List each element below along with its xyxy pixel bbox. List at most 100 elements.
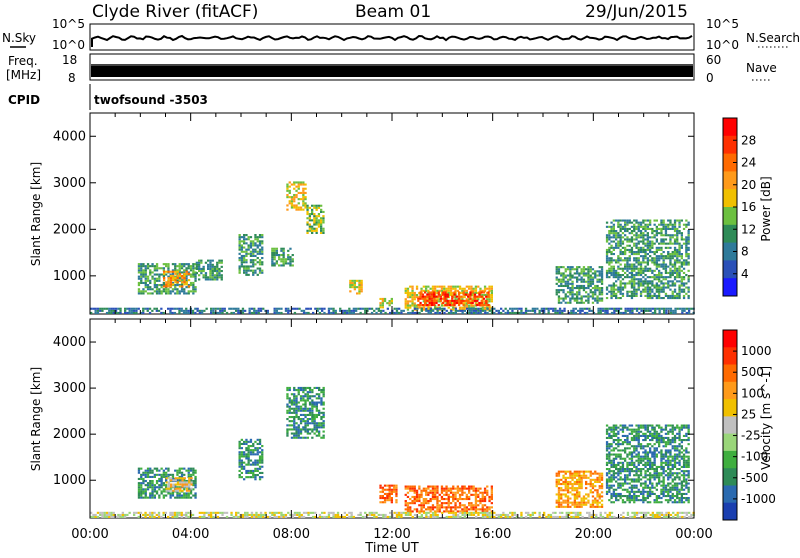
heatmap-cell [239,462,241,464]
heatmap-cell [567,279,569,281]
heatmap-cell [156,308,158,310]
heatmap-cell [613,272,615,274]
heatmap-cell [379,495,381,497]
heatmap-cell [295,406,297,408]
heatmap-cell [304,408,306,410]
heatmap-cell [558,270,560,272]
heatmap-cell [409,307,411,309]
heatmap-cell [615,230,617,232]
heatmap-cell [638,456,640,458]
heatmap-cell [420,492,422,494]
heatmap-cell [654,236,656,238]
heatmap-cell [287,254,289,256]
heatmap-cell [604,308,606,310]
heatmap-cell [656,285,658,287]
heatmap-cell [151,497,153,499]
heatmap-cell [624,224,626,226]
heatmap-cell [138,267,140,269]
heatmap-cell [154,280,156,282]
heatmap-cell [320,224,322,226]
heatmap-cell [486,494,488,496]
heatmap-cell [565,477,567,479]
heatmap-cell [644,462,646,464]
heatmap-cell [254,449,256,451]
heatmap-cell [578,266,580,268]
heatmap-cell [626,261,628,263]
heatmap-cell [635,243,637,245]
heatmap-cell [391,302,393,304]
heatmap-cell [665,224,667,226]
heatmap-cell [354,288,356,290]
heatmap-cell [622,289,624,291]
heatmap-cell [278,254,280,256]
heatmap-cell [571,489,573,491]
heatmap-cell [245,449,247,451]
heatmap-cell [660,451,662,453]
heatmap-cell [358,280,360,282]
heatmap-cell [592,287,594,289]
heatmap-cell [585,504,587,506]
heatmap-cell [617,495,619,497]
heatmap-cell [179,273,181,275]
heatmap-cell [654,460,656,462]
heatmap-cell [633,474,635,476]
heatmap-cell [209,268,211,270]
heatmap-cell [475,500,477,502]
heatmap-cell [181,271,183,273]
heatmap-cell [241,244,243,246]
heatmap-cell [617,243,619,245]
heatmap-cell [209,274,211,276]
heatmap-cell [356,280,358,282]
heatmap-cell [685,274,687,276]
heatmap-cell [669,253,671,255]
heatmap-cell [638,280,640,282]
heatmap-cell [313,221,315,223]
heatmap-cell [635,472,637,474]
heatmap-cell [622,501,624,503]
heatmap-cell [186,486,188,488]
heatmap-cell [567,487,569,489]
heatmap-cell [192,470,194,472]
heatmap-cell [436,506,438,508]
heatmap-cell [418,500,420,502]
heatmap-cell [606,293,608,295]
heatmap-cell [558,502,560,504]
heatmap-cell [587,293,589,295]
heatmap-cell [156,290,158,292]
heatmap-cell [651,243,653,245]
heatmap-cell [436,492,438,494]
heatmap-cell [407,290,409,292]
heatmap-cell [298,389,300,391]
heatmap-cell [183,273,185,275]
heatmap-cell [298,198,300,200]
heatmap-cell [245,441,247,443]
heatmap-cell [241,261,243,263]
heatmap-cell [654,462,656,464]
heatmap-cell [252,263,254,265]
heatmap-cell [640,285,642,287]
heatmap-cell [431,298,433,300]
heatmap-cell [257,460,259,462]
heatmap-cell [252,464,254,466]
heatmap-cell [462,310,464,312]
heatmap-cell [518,308,520,310]
heatmap-cell [318,402,320,404]
heatmap-cell [286,431,288,433]
heatmap-cell [660,220,662,222]
heatmap-cell [304,399,306,401]
heatmap-cell [647,454,649,456]
heatmap-cell [142,274,144,276]
heatmap-cell [631,437,633,439]
heatmap-cell [245,265,247,267]
heatmap-cell [620,238,622,240]
heatmap-cell [644,454,646,456]
heatmap-cell [407,292,409,294]
heatmap-cell [170,486,172,488]
heatmap-cell [271,254,273,256]
heatmap-cell [444,298,446,300]
heatmap-cell [578,483,580,485]
heatmap-cell [669,297,671,299]
heatmap-cell [676,274,678,276]
heatmap-cell [243,247,245,249]
heatmap-cell [461,288,463,290]
